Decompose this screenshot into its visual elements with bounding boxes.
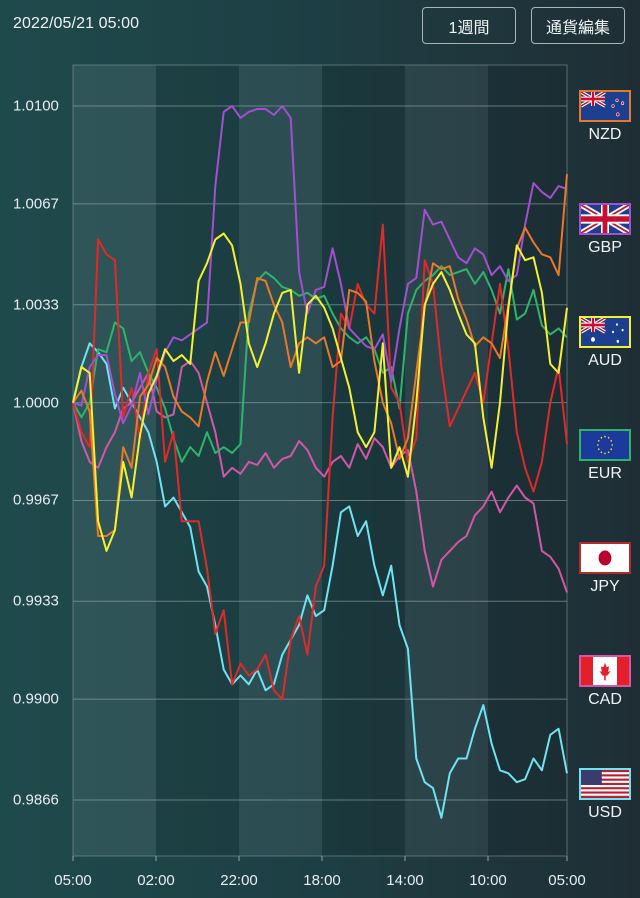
au-flag-icon bbox=[579, 316, 631, 348]
series-line-usd bbox=[72, 342, 568, 819]
y-tick-label: 1.0000 bbox=[13, 394, 59, 412]
period-button[interactable]: 1週間 bbox=[422, 7, 516, 44]
series-line-cad bbox=[72, 360, 568, 593]
legend-label: AUD bbox=[588, 352, 622, 369]
legend-item-gbp[interactable]: GBP bbox=[577, 203, 633, 257]
x-axis-ticks bbox=[72, 856, 568, 861]
series-line-aud bbox=[72, 232, 568, 552]
y-tick-label: 0.9933 bbox=[13, 592, 59, 610]
legend-label: CAD bbox=[588, 691, 622, 708]
legend-item-usd[interactable]: USD bbox=[577, 768, 633, 822]
time-bands bbox=[73, 65, 567, 856]
x-tick-label: 05:00 bbox=[54, 872, 92, 889]
edit-currencies-button[interactable]: 通貨編集 bbox=[531, 7, 625, 44]
x-tick-label: 14:00 bbox=[386, 872, 424, 889]
x-tick-label: 02:00 bbox=[137, 872, 175, 889]
y-tick-label: 0.9866 bbox=[13, 791, 59, 809]
legend-item-jpy[interactable]: JPY bbox=[577, 542, 633, 596]
y-tick-label: 1.0033 bbox=[13, 296, 59, 314]
x-tick-label: 10:00 bbox=[469, 872, 507, 889]
legend-label: JPY bbox=[590, 578, 620, 595]
jp-flag-icon bbox=[579, 542, 631, 574]
eu-flag-icon bbox=[579, 429, 631, 461]
y-tick-label: 1.0100 bbox=[13, 97, 59, 115]
legend-item-eur[interactable]: EUR bbox=[577, 429, 633, 483]
legend-label: EUR bbox=[588, 465, 622, 482]
legend-item-cad[interactable]: CAD bbox=[577, 655, 633, 709]
series-line-nzd bbox=[72, 174, 568, 537]
series-lines bbox=[72, 105, 568, 819]
legend-item-aud[interactable]: AUD bbox=[577, 316, 633, 370]
header-bar: 2022/05/21 05:00 1週間 通貨編集 bbox=[0, 0, 640, 52]
plot-border bbox=[72, 64, 568, 857]
x-tick-label: 22:00 bbox=[220, 872, 258, 889]
uk-flag-icon bbox=[579, 203, 631, 235]
x-tick-label: 05:00 bbox=[548, 872, 586, 889]
y-tick-label: 0.9900 bbox=[13, 690, 59, 708]
series-line-jpy bbox=[72, 223, 568, 701]
legend-item-nzd[interactable]: NZD bbox=[577, 90, 633, 144]
legend-label: NZD bbox=[588, 126, 622, 143]
legend-label: USD bbox=[588, 804, 622, 821]
legend-label: GBP bbox=[588, 239, 622, 256]
currency-legend: NZD GBP AUD EUR JPY CAD USD bbox=[571, 0, 640, 898]
y-tick-label: 1.0067 bbox=[13, 195, 59, 213]
ca-flag-icon bbox=[579, 655, 631, 687]
series-line-gbp bbox=[72, 105, 568, 425]
us-flag-icon bbox=[579, 768, 631, 800]
chart-datetime: 2022/05/21 05:00 bbox=[13, 15, 140, 32]
x-tick-label: 18:00 bbox=[303, 872, 341, 889]
y-tick-label: 0.9967 bbox=[13, 491, 59, 509]
nz-flag-icon bbox=[579, 90, 631, 122]
